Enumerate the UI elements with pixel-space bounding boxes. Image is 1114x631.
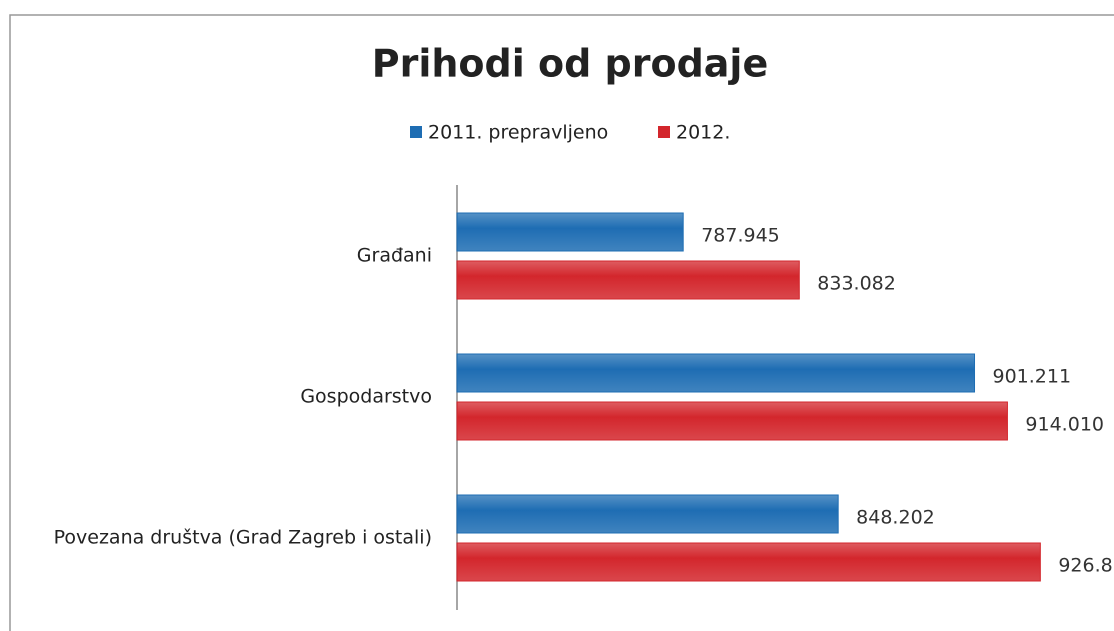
bar [456,494,839,534]
category-label: Povezana društva (Grad Zagreb i ostali) [54,527,432,549]
legend-label: 2011. prepravljeno [428,122,608,144]
legend-label: 2012. [676,122,730,144]
category-label: Građani [357,245,432,267]
chart-title: Prihodi od prodaje [372,42,768,86]
legend-swatch [658,126,670,138]
bar [456,542,1041,582]
legend-swatch [410,126,422,138]
value-label: 901.211 [993,366,1072,388]
bar [456,401,1008,441]
value-label: 926.805 [1058,555,1114,577]
value-label: 848.202 [856,507,935,529]
value-label: 787.945 [701,225,780,247]
category-label: Gospodarstvo [300,386,432,408]
value-label: 914.010 [1025,414,1104,436]
value-label: 833.082 [817,273,896,295]
bar [456,212,684,252]
bar [456,260,800,300]
bar [456,353,976,393]
